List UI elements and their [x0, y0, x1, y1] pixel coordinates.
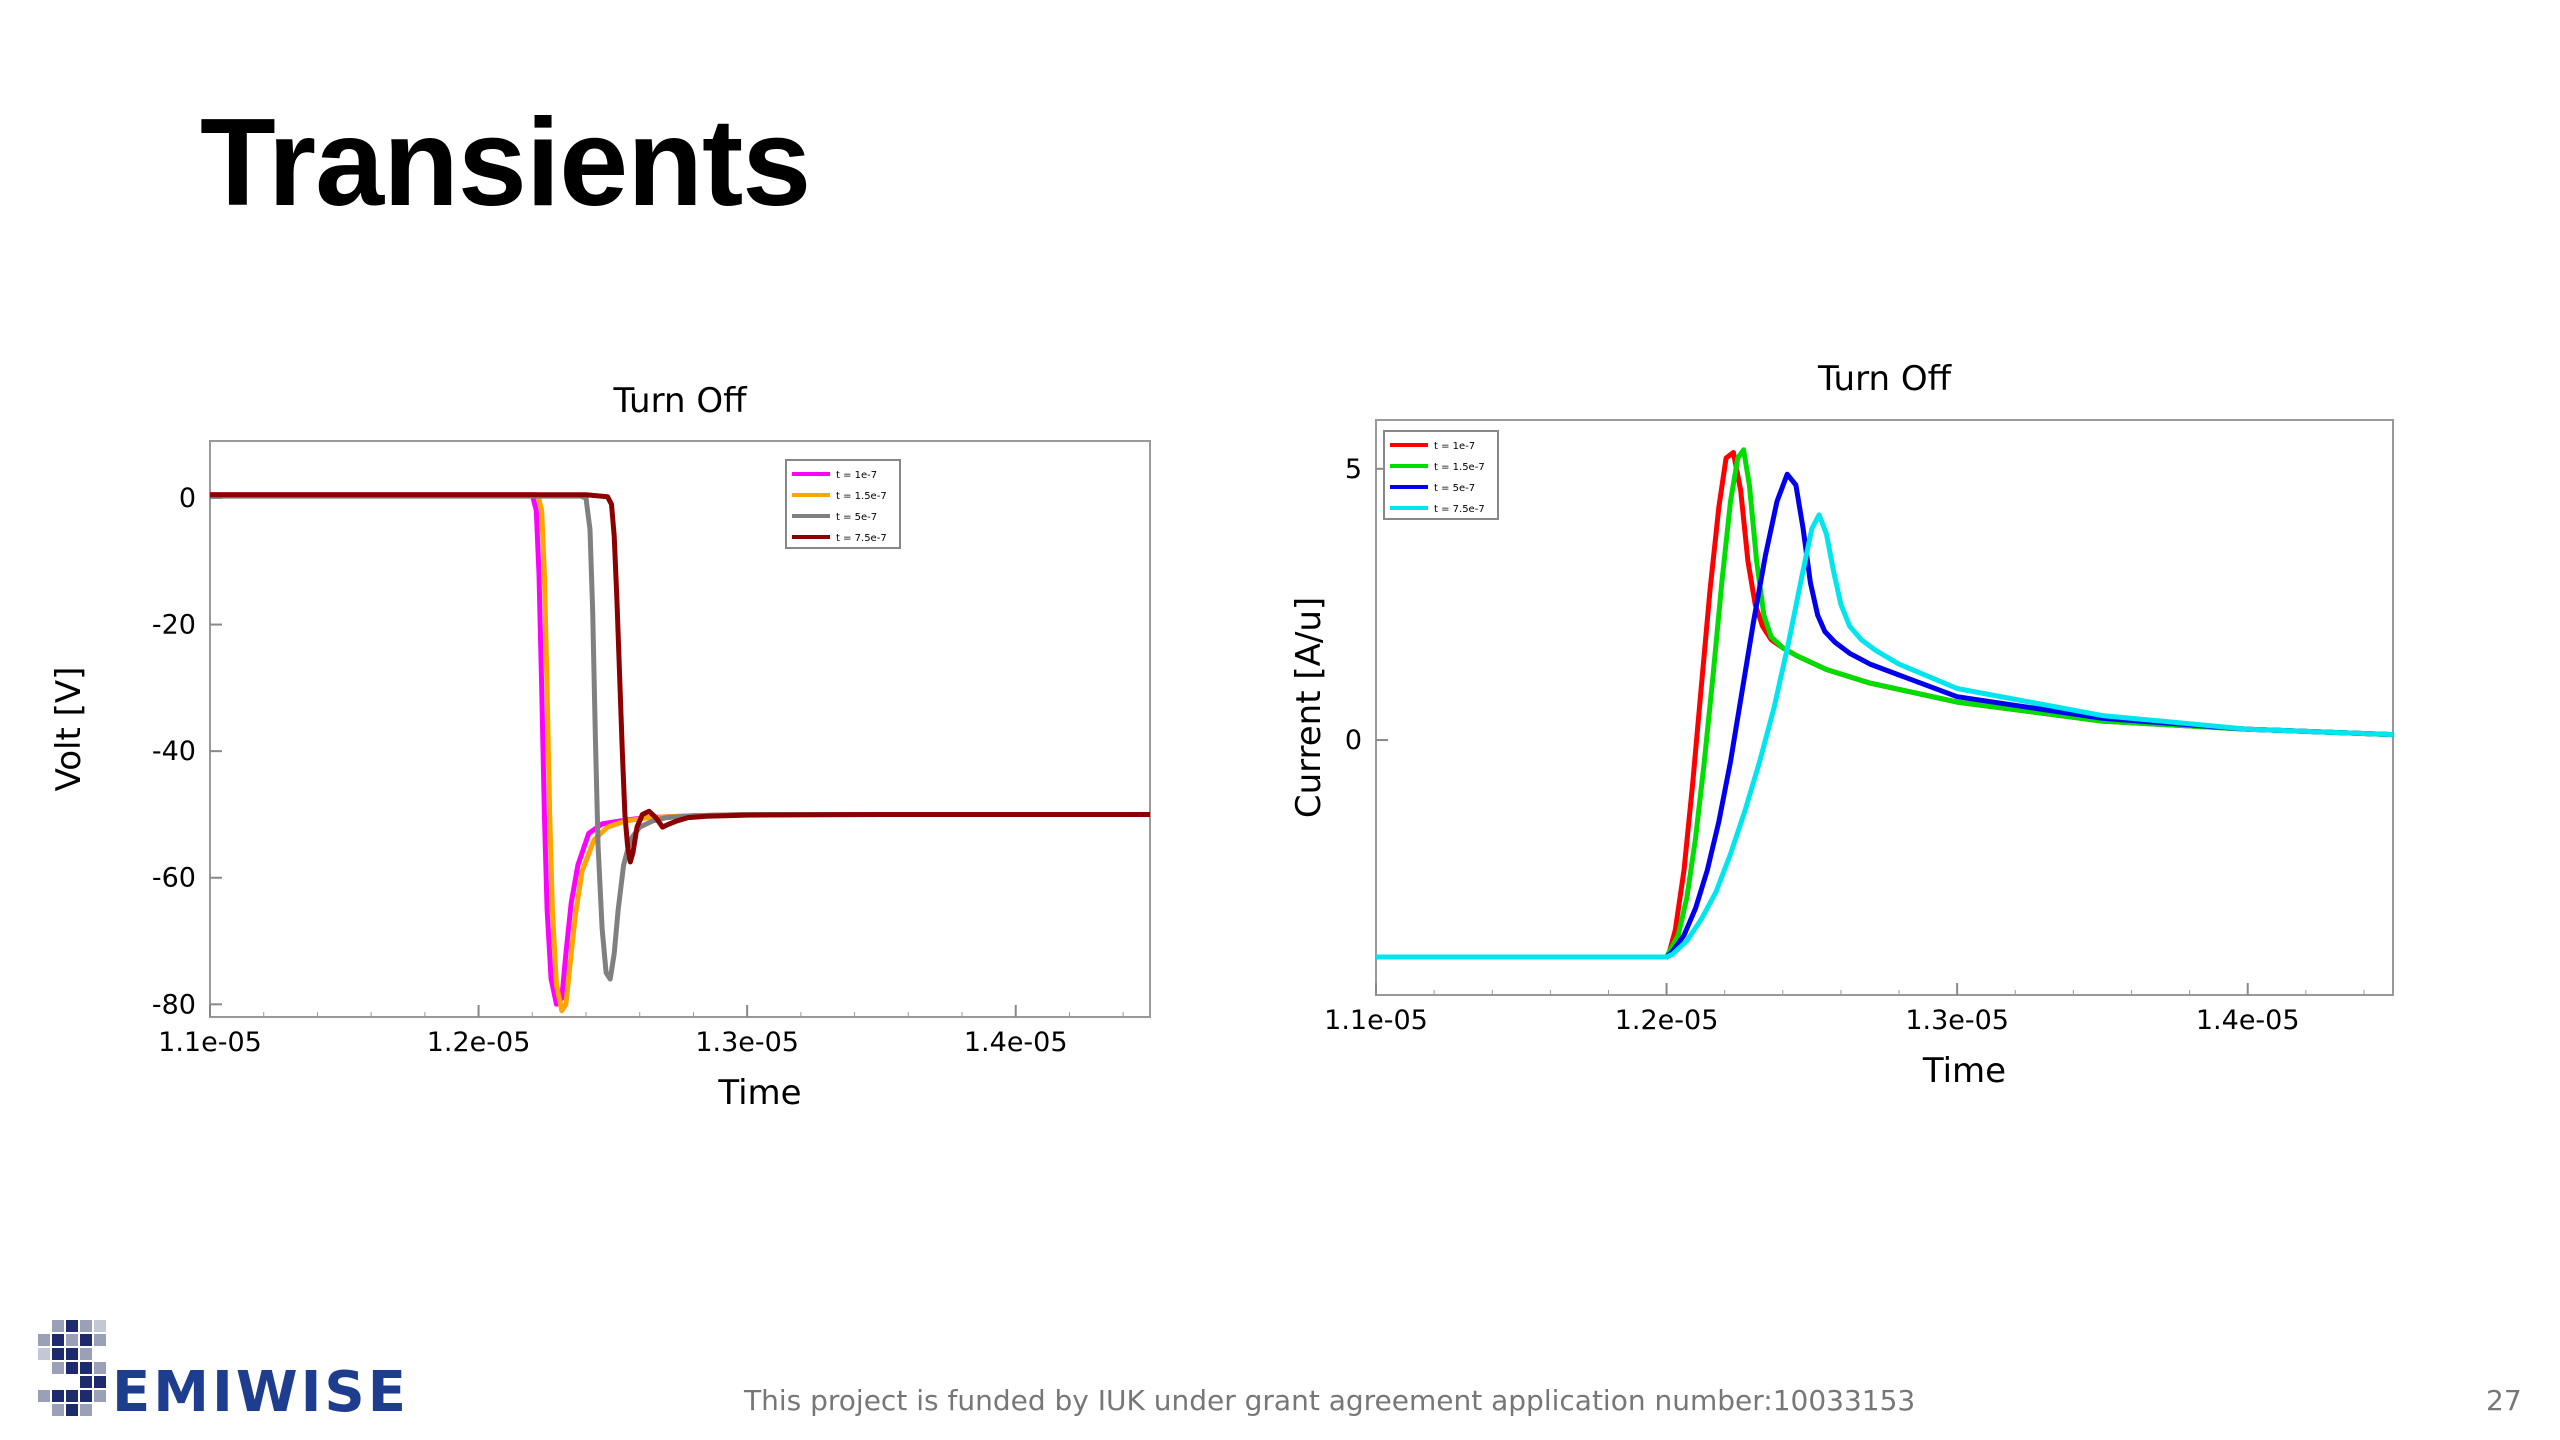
slide-title: Transients — [200, 94, 811, 232]
x-tick-label: 1.3e-05 — [695, 1027, 799, 1058]
x-tick-label: 1.4e-05 — [964, 1027, 1068, 1058]
legend-label: t = 7.5e-7 — [1434, 504, 1485, 515]
series-line — [1376, 471, 2393, 960]
page-number: 27 — [2486, 1384, 2522, 1417]
x-tick-label: 1.3e-05 — [1905, 1005, 2009, 1036]
x-tick-label: 1.1e-05 — [1324, 1005, 1428, 1036]
y-axis-label: Current [A/u] — [1289, 597, 1329, 818]
legend-label: t = 5e-7 — [1434, 483, 1475, 494]
semiwise-logo — [38, 1320, 106, 1416]
logo-text: EMIWISE — [112, 1360, 410, 1425]
footer-text: This project is funded by IUK under gran… — [744, 1384, 1916, 1417]
legend-label: t = 1e-7 — [1434, 441, 1475, 452]
y-tick-label: 0 — [1345, 725, 1362, 756]
legend-label: t = 1.5e-7 — [836, 491, 887, 502]
x-tick-label: 1.4e-05 — [2196, 1005, 2300, 1036]
legend-label: t = 5e-7 — [836, 512, 877, 523]
x-tick-label: 1.2e-05 — [1615, 1005, 1719, 1036]
y-tick-label: -60 — [152, 863, 196, 894]
plot-frame — [209, 440, 1151, 1018]
series-line — [1376, 447, 2393, 960]
legend-label: t = 1.5e-7 — [1434, 462, 1485, 473]
chart-title: Turn Off — [1817, 359, 1953, 399]
x-tick-label: 1.2e-05 — [427, 1027, 531, 1058]
y-tick-label: -20 — [152, 610, 196, 641]
x-axis-label: Time — [1922, 1051, 2006, 1091]
legend-label: t = 7.5e-7 — [836, 533, 887, 544]
y-tick-label: -80 — [152, 989, 196, 1020]
x-axis-label: Time — [717, 1073, 801, 1113]
logo-pixel-s-icon — [38, 1320, 106, 1416]
y-tick-label: 5 — [1345, 454, 1362, 485]
series-line — [1376, 512, 2393, 960]
series-line — [210, 492, 1150, 865]
y-axis-label: Volt [V] — [49, 667, 89, 792]
legend-label: t = 1e-7 — [836, 470, 877, 481]
chart-title: Turn Off — [612, 381, 748, 421]
plot-frame — [1375, 419, 2394, 996]
y-tick-label: -40 — [152, 736, 196, 767]
y-tick-label: 0 — [179, 483, 196, 514]
x-tick-label: 1.1e-05 — [158, 1027, 262, 1058]
